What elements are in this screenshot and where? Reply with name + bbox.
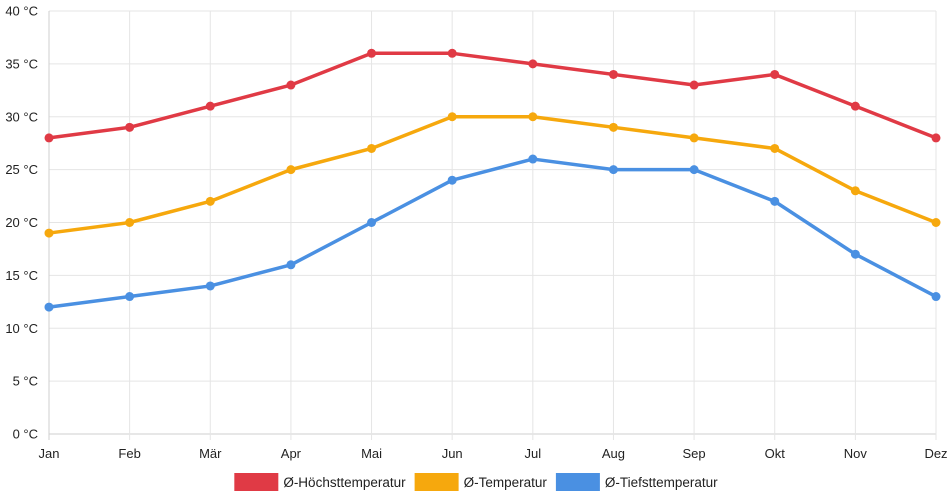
x-tick-label: Apr: [281, 446, 302, 461]
x-tick-label: Jul: [525, 446, 542, 461]
y-tick-label: 30 °C: [5, 109, 38, 124]
data-point[interactable]: [286, 260, 296, 270]
data-point[interactable]: [367, 143, 377, 153]
series-1: [44, 112, 941, 238]
data-point[interactable]: [770, 196, 780, 206]
data-point[interactable]: [850, 249, 860, 259]
data-point[interactable]: [850, 101, 860, 111]
data-point[interactable]: [608, 69, 618, 79]
data-point[interactable]: [44, 133, 54, 143]
data-point[interactable]: [931, 133, 941, 143]
data-point[interactable]: [367, 218, 377, 227]
data-point[interactable]: [44, 228, 54, 238]
legend-item[interactable]: Ø-Höchsttemperatur: [234, 473, 406, 491]
data-point[interactable]: [528, 59, 538, 69]
data-point[interactable]: [608, 165, 618, 175]
legend-label: Ø-Tiefsttemperatur: [605, 475, 718, 490]
series-line: [47, 157, 938, 309]
x-tick-label: Sep: [683, 446, 706, 461]
data-point[interactable]: [205, 101, 215, 111]
data-point[interactable]: [528, 112, 538, 122]
x-tick-label: Mai: [361, 446, 382, 461]
series-line: [47, 115, 938, 235]
data-point[interactable]: [44, 302, 54, 312]
data-point[interactable]: [528, 154, 538, 164]
y-axis-ticks: 0 °C 5 °C 10 °C 15 °C 20 °C 25 °C 30 °C 35 °C 40…: [5, 4, 38, 442]
legend-label: Ø-Höchsttemperatur: [283, 475, 406, 490]
legend-swatch: [234, 473, 279, 491]
data-point[interactable]: [286, 80, 296, 90]
x-tick-label: Okt: [765, 446, 786, 461]
series-0: [44, 48, 941, 143]
y-tick-label: 40 °C: [5, 4, 38, 19]
legend[interactable]: Ø-Höchsttemperatur Ø-Temperatur Ø-Tiefstte…: [234, 473, 718, 491]
series-2: [44, 154, 941, 312]
grid: [48, 10, 937, 440]
y-tick-label: 20 °C: [5, 215, 38, 230]
x-tick-label: Jan: [39, 446, 60, 461]
legend-label: Ø-Temperatur: [464, 475, 548, 490]
data-point[interactable]: [447, 175, 457, 185]
data-point[interactable]: [931, 292, 941, 302]
x-tick-label: Jun: [442, 446, 463, 461]
data-point[interactable]: [125, 218, 135, 227]
legend-swatch: [555, 473, 600, 491]
series-lines: [44, 48, 941, 312]
y-tick-label: 15 °C: [5, 268, 38, 283]
x-tick-label: Mär: [199, 446, 222, 461]
series-line: [47, 51, 938, 140]
legend-swatch: [414, 473, 459, 491]
y-tick-label: 5 °C: [13, 374, 38, 389]
data-point[interactable]: [205, 281, 215, 291]
data-point[interactable]: [125, 292, 135, 302]
data-point[interactable]: [447, 48, 457, 58]
data-point[interactable]: [447, 112, 457, 122]
legend-item[interactable]: Ø-Tiefsttemperatur: [555, 473, 718, 491]
data-point[interactable]: [850, 186, 860, 196]
data-point[interactable]: [205, 196, 215, 206]
legend-item[interactable]: Ø-Temperatur: [414, 473, 548, 491]
data-point[interactable]: [125, 122, 135, 132]
x-tick-label: Aug: [602, 446, 625, 461]
data-point[interactable]: [770, 69, 780, 79]
y-tick-label: 35 °C: [5, 56, 38, 71]
y-tick-label: 10 °C: [5, 321, 38, 336]
y-tick-label: 0 °C: [13, 427, 38, 442]
y-tick-label: 25 °C: [5, 162, 38, 177]
x-tick-label: Dez: [924, 446, 947, 461]
data-point[interactable]: [931, 218, 941, 227]
data-point[interactable]: [286, 165, 296, 175]
x-axis-ticks: Jan Feb Mär Apr Mai Jun Jul Aug Sep Okt Nov Dez: [39, 446, 948, 461]
data-point[interactable]: [689, 133, 699, 143]
data-point[interactable]: [608, 122, 618, 132]
x-tick-label: Feb: [118, 446, 140, 461]
data-point[interactable]: [689, 80, 699, 90]
data-point[interactable]: [367, 48, 377, 58]
data-point[interactable]: [689, 165, 699, 175]
x-tick-label: Nov: [844, 446, 868, 461]
data-point[interactable]: [770, 143, 780, 153]
